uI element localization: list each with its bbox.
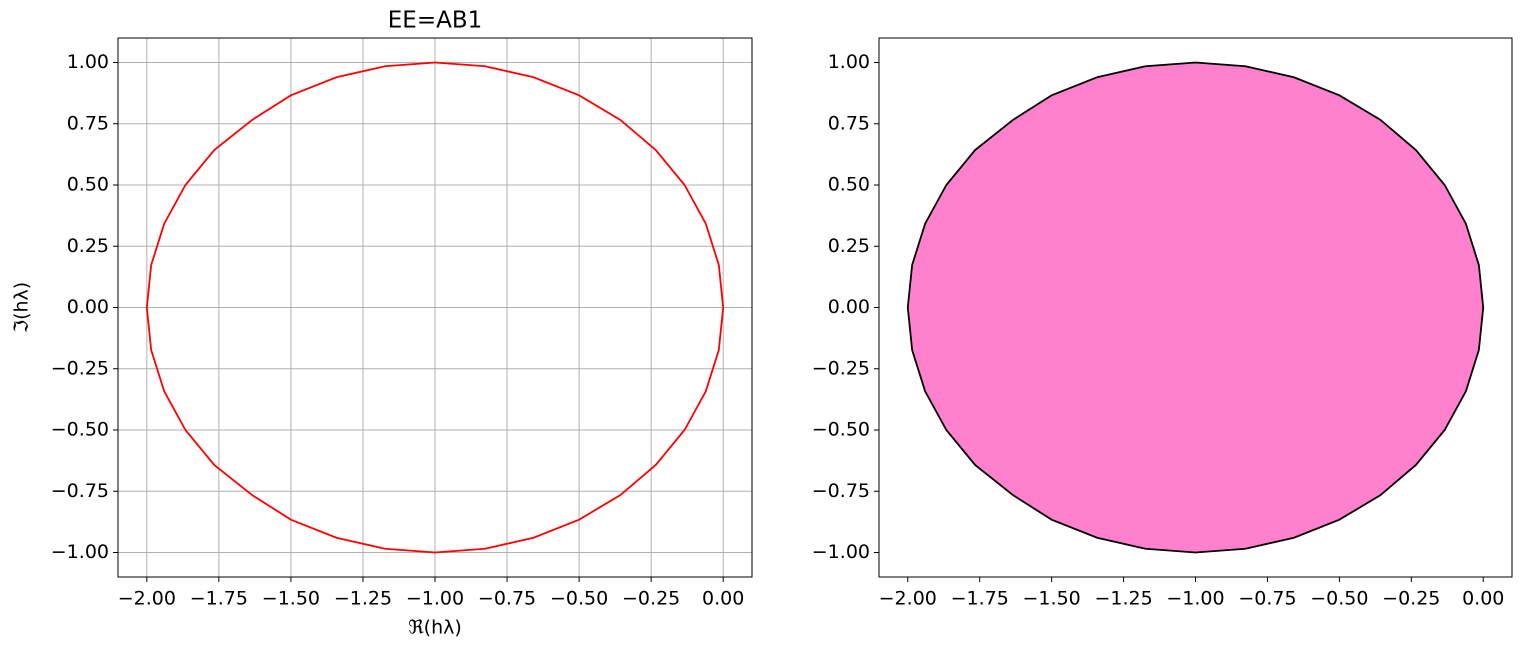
- y-tick-label: 1.00: [828, 51, 870, 73]
- x-tick-label: −0.50: [550, 588, 608, 610]
- y-tick-label: 1.00: [67, 51, 109, 73]
- x-tick-label: −0.75: [1238, 588, 1296, 610]
- y-tick-label: 0.00: [828, 296, 870, 318]
- y-tick-label: −1.00: [812, 541, 870, 563]
- subplot: −2.00 −1.75 −1.50 −1.25 −1.00 −0.75 −0.50 −0.25…: [11, 8, 753, 639]
- y-tick-label: −0.50: [51, 419, 109, 441]
- y-tick-label: −0.75: [812, 480, 870, 502]
- x-tick-label: 0.00: [702, 588, 744, 610]
- x-tick-label: −1.25: [334, 588, 392, 610]
- x-axis-label: ℜ(hλ): [408, 617, 462, 639]
- y-tick-label: 0.50: [828, 174, 870, 196]
- y-tick-label: 0.25: [67, 235, 109, 257]
- x-tick-label: −0.25: [1382, 588, 1440, 610]
- subplot: −2.00 −1.75 −1.50 −1.25 −1.00 −0.75 −0.50 −0.25…: [812, 37, 1513, 610]
- y-tick-label: −0.75: [51, 480, 109, 502]
- x-tick-label: −1.00: [1166, 588, 1224, 610]
- chart-title: EE=AB1: [388, 8, 482, 34]
- x-tick-label: −0.75: [478, 588, 536, 610]
- x-tick-label: −2.00: [118, 588, 176, 610]
- x-tick-label: −1.75: [951, 588, 1009, 610]
- y-tick-label: 0.75: [67, 112, 109, 134]
- y-tick-label: −0.50: [812, 419, 870, 441]
- y-tick-label: 0.25: [828, 235, 870, 257]
- y-tick-label: 0.50: [67, 174, 109, 196]
- axes-frame: [117, 37, 753, 578]
- x-tick-label: −1.75: [190, 588, 248, 610]
- x-tick-label: −0.50: [1310, 588, 1368, 610]
- y-tick-label: 0.75: [828, 112, 870, 134]
- filled-region: [906, 61, 1485, 554]
- y-tick-label: 0.00: [67, 296, 109, 318]
- curve: [145, 61, 725, 554]
- axes-frame: [878, 37, 1513, 578]
- x-tick-label: −1.25: [1094, 588, 1152, 610]
- y-tick-label: −1.00: [51, 541, 109, 563]
- x-tick-label: 0.00: [1462, 588, 1504, 610]
- y-tick-label: −0.25: [51, 357, 109, 379]
- y-tick-label: −0.25: [812, 357, 870, 379]
- x-tick-label: −1.50: [262, 588, 320, 610]
- y-axis-label: ℑ(hλ): [11, 282, 33, 333]
- x-tick-label: −0.25: [622, 588, 680, 610]
- x-tick-label: −2.00: [879, 588, 937, 610]
- x-tick-label: −1.00: [406, 588, 464, 610]
- x-tick-label: −1.50: [1023, 588, 1081, 610]
